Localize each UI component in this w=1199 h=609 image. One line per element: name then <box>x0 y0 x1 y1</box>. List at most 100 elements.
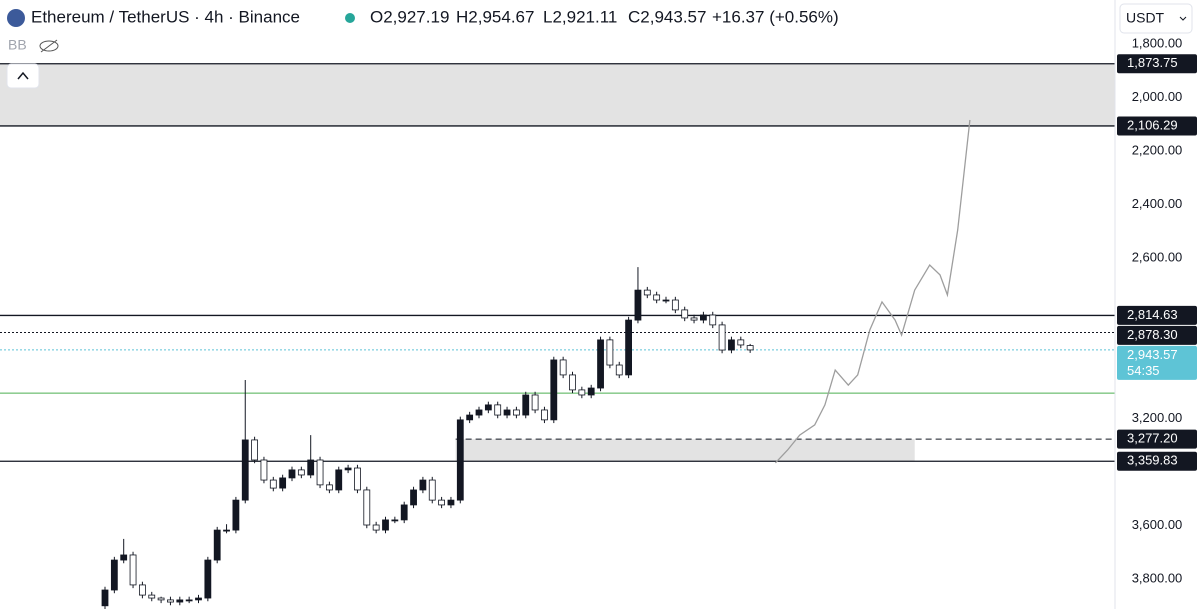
candle-body <box>718 324 726 351</box>
y-tick-label: 2,000.00 <box>1132 89 1183 104</box>
y-tick-label: 3,800.00 <box>1132 570 1183 585</box>
candle-body <box>681 309 689 319</box>
price-label: 2,943.57 <box>1127 347 1178 362</box>
candle-body <box>213 529 221 561</box>
price-label-bg <box>1117 305 1197 325</box>
candle-body <box>503 409 511 416</box>
candle-body <box>185 599 193 602</box>
projection-line <box>774 119 971 464</box>
candle-body <box>400 504 408 521</box>
collapse-button[interactable] <box>6 63 40 89</box>
candle-body <box>176 599 184 603</box>
candle-body <box>746 345 754 351</box>
y-tick-label: 3,600.00 <box>1132 517 1183 532</box>
indicator[interactable]: BB <box>8 37 27 53</box>
candle-body <box>653 294 661 301</box>
candle-body <box>195 597 202 601</box>
candle-body <box>129 554 137 586</box>
candle-body <box>484 404 492 411</box>
candle-body <box>466 414 474 421</box>
ohlc-open: O2,927.19 <box>370 7 449 26</box>
header: Ethereum / TetherUS · 4h · Binance O2,92… <box>0 0 860 89</box>
y-tick-label: 2,600.00 <box>1132 249 1183 264</box>
candle-body <box>597 339 604 389</box>
candle-body <box>438 499 446 506</box>
candle-body <box>410 489 417 506</box>
y-tick-label: 3,200.00 <box>1132 410 1183 425</box>
candle-body <box>335 469 343 491</box>
candle-body <box>110 559 118 591</box>
candle-body <box>232 499 240 531</box>
price-label: 3,277.20 <box>1127 431 1178 446</box>
candle-body <box>148 594 156 599</box>
ohlc-close: C2,943.57 <box>628 7 706 26</box>
candle-body <box>391 519 399 522</box>
candle-body <box>297 469 305 476</box>
zone <box>0 63 1115 126</box>
candle-body <box>428 479 436 501</box>
zone <box>455 439 915 462</box>
candle-body <box>316 459 324 486</box>
candle-body <box>587 387 595 396</box>
price-axis: 1,800.00 2,000.00 2,200.00 2,400.00 2,600.00… <box>1117 35 1197 585</box>
candle-body <box>307 459 315 476</box>
plot <box>0 63 1115 609</box>
candle-body <box>251 439 259 461</box>
status-dot <box>345 13 355 23</box>
candle-body <box>279 477 287 489</box>
candle-body <box>728 339 735 351</box>
candle-body <box>606 339 614 366</box>
dropdown-arrow <box>1179 16 1187 21</box>
price-label-bg <box>1117 325 1197 345</box>
candle-body <box>354 467 361 491</box>
candle-body <box>269 479 277 489</box>
candle-body <box>578 389 586 396</box>
candle-body <box>522 394 530 416</box>
ohlc-change: +16.37 (+0.56%) <box>712 7 839 26</box>
candle-body <box>167 599 174 603</box>
candle-body <box>615 364 623 376</box>
price-label-bg <box>1117 451 1197 471</box>
candle-body <box>513 409 520 416</box>
candle-body <box>559 359 567 376</box>
candle-body <box>690 317 698 321</box>
candle-body <box>241 439 249 501</box>
candle-body <box>372 524 380 531</box>
currency-select[interactable] <box>1119 3 1193 34</box>
candle-body <box>541 409 548 421</box>
candle-body <box>569 374 576 391</box>
price-label: 3,359.83 <box>1127 453 1178 468</box>
candle-body <box>260 459 268 481</box>
candle-body <box>325 484 333 491</box>
y-tick-label: 1,800.00 <box>1132 35 1183 50</box>
price-label: 2,106.29 <box>1127 117 1178 132</box>
price-label-bg <box>1117 54 1197 74</box>
ohlc-low: L2,921.11 <box>543 7 617 26</box>
hide-icon[interactable] <box>39 39 59 53</box>
chevron <box>17 71 29 80</box>
candle-body <box>634 289 642 321</box>
candle-body <box>700 314 707 321</box>
candle-body <box>138 584 146 596</box>
candle-body <box>363 489 371 526</box>
price-label: 2,878.30 <box>1127 327 1178 342</box>
candle-body <box>382 519 389 531</box>
candle-body <box>662 299 670 302</box>
price-label-bg <box>1117 116 1197 136</box>
candle-body <box>737 339 745 346</box>
candle-body <box>101 589 109 607</box>
candle-body <box>120 554 128 561</box>
candle-body <box>531 394 539 411</box>
price-label-bg <box>1117 429 1197 449</box>
candle-body <box>709 314 717 326</box>
candle-body <box>643 289 651 296</box>
symbol: Ethereum / TetherUS · 4h · Binance <box>31 7 300 26</box>
candle-body <box>419 479 427 491</box>
header-bg <box>0 0 860 36</box>
price-label: 2,814.63 <box>1127 307 1178 322</box>
candle-body <box>447 499 455 506</box>
y-tick-label: 2,200.00 <box>1132 142 1183 157</box>
price-label: 1,873.75 <box>1127 55 1178 70</box>
candle-body <box>344 467 352 471</box>
